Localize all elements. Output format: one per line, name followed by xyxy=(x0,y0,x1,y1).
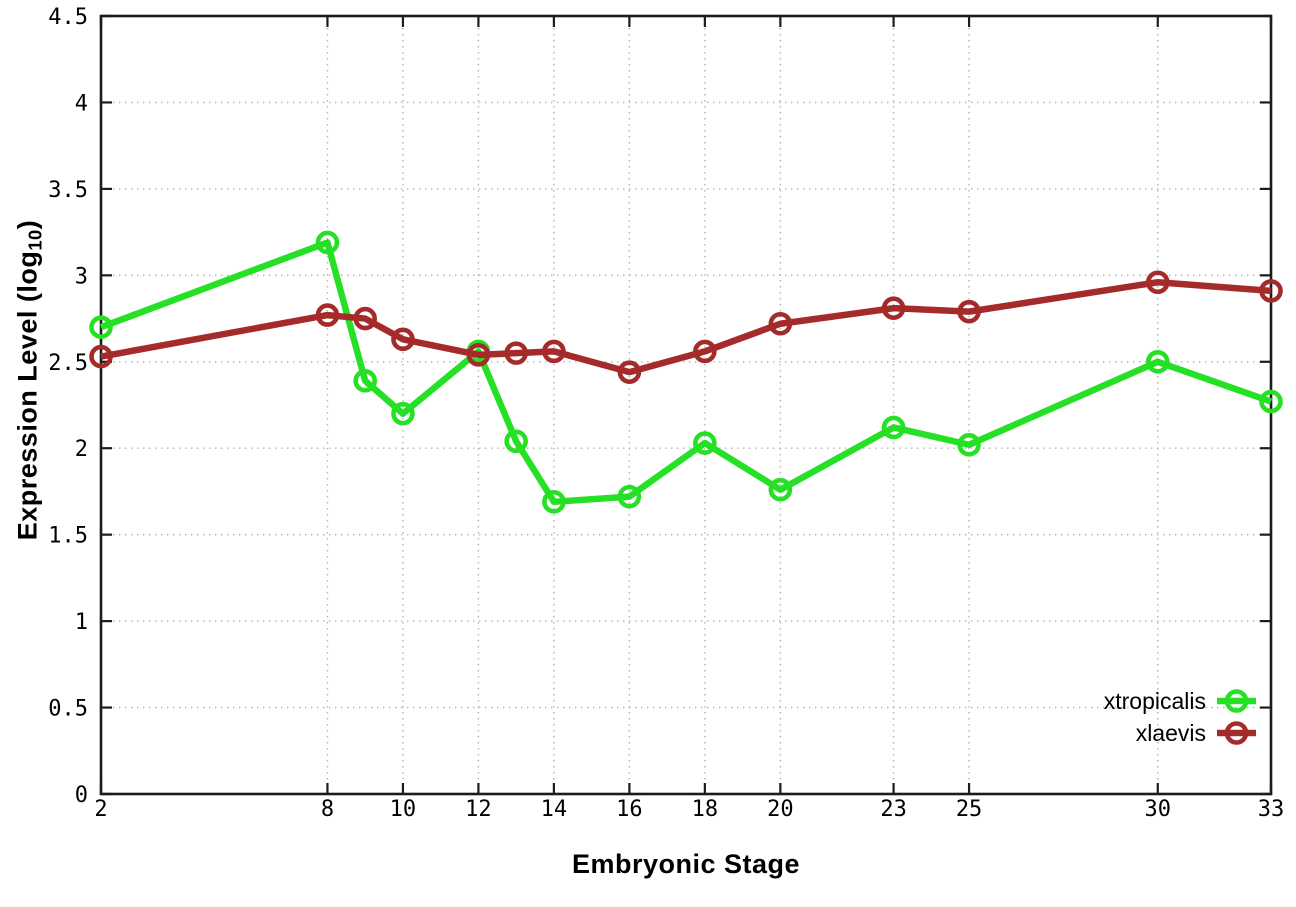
y-tick-label: 1.5 xyxy=(48,524,88,549)
legend-label-xtropicalis: xtropicalis xyxy=(1104,688,1206,714)
x-tick-label: 16 xyxy=(616,797,643,822)
y-tick-label: 0.5 xyxy=(48,697,88,722)
series-line-xlaevis xyxy=(100,278,1272,376)
data-point-xtropicalis xyxy=(693,431,717,455)
x-tick-label: 12 xyxy=(465,797,492,822)
data-point-xlaevis xyxy=(1145,270,1170,295)
data-point-xlaevis xyxy=(693,339,717,364)
data-point-xlaevis xyxy=(881,296,906,320)
data-point-xlaevis xyxy=(542,339,566,364)
data-point-xtropicalis xyxy=(1145,349,1170,374)
series-xtropicalis xyxy=(89,230,1283,514)
y-axis-title: Expression Level (log10) xyxy=(12,219,46,541)
x-tick-label: 2 xyxy=(94,797,107,822)
y-tick-label: 3 xyxy=(75,264,88,289)
tick-marks xyxy=(99,14,1273,796)
x-tick-label: 25 xyxy=(956,797,983,822)
y-tick-label: 1 xyxy=(75,610,88,635)
data-point-xtropicalis xyxy=(391,401,415,426)
data-point-xlaevis xyxy=(617,360,642,384)
y-axis-title-close: ) xyxy=(12,219,43,230)
y-tick-label: 0 xyxy=(75,783,88,808)
data-point-xlaevis xyxy=(353,306,377,331)
legend-label-xlaevis: xlaevis xyxy=(1136,720,1206,746)
x-tick-label: 8 xyxy=(321,797,334,822)
y-axis-title-subscript: 10 xyxy=(24,229,46,251)
y-tick-label: 2 xyxy=(75,437,88,462)
y-tick-label: 2.5 xyxy=(48,351,88,376)
data-point-xlaevis xyxy=(957,299,981,324)
legend-marker-xlaevis xyxy=(1224,721,1249,745)
y-tick-label: 3.5 xyxy=(48,178,88,203)
x-tick-label: 10 xyxy=(390,797,417,822)
data-point-xtropicalis xyxy=(353,368,377,393)
series-line-xtropicalis xyxy=(99,239,1273,506)
data-point-xtropicalis xyxy=(542,490,566,514)
data-point-xtropicalis xyxy=(89,315,113,340)
data-point-xtropicalis xyxy=(1259,389,1283,414)
y-axis-title-text: Expression Level (log xyxy=(12,250,43,541)
x-tick-label: 20 xyxy=(767,797,794,822)
data-point-xtropicalis xyxy=(881,415,906,440)
x-tick-label: 14 xyxy=(541,797,568,822)
data-point-xlaevis xyxy=(768,311,793,336)
data-point-xtropicalis xyxy=(768,477,793,502)
data-point-xtropicalis xyxy=(504,429,528,454)
x-tick-label: 30 xyxy=(1145,797,1172,822)
data-point-xtropicalis xyxy=(957,432,981,457)
y-tick-label: 4.5 xyxy=(48,5,88,30)
grid-lines xyxy=(101,16,1271,794)
data-point-xlaevis xyxy=(391,327,415,352)
data-point-xlaevis xyxy=(315,303,340,327)
x-tick-label: 18 xyxy=(692,797,719,822)
data-point-xlaevis xyxy=(89,344,113,369)
x-tick-label: 23 xyxy=(880,797,907,822)
plot-border xyxy=(99,14,1273,796)
x-tick-label: 33 xyxy=(1258,797,1285,822)
data-point-xtropicalis xyxy=(315,230,340,255)
data-point-xlaevis xyxy=(504,341,528,365)
x-axis-title: Embryonic Stage xyxy=(571,849,801,879)
legend-marker-xtropicalis xyxy=(1224,689,1249,713)
series-xlaevis xyxy=(89,270,1283,384)
y-tick-label: 4 xyxy=(75,91,88,116)
data-point-xtropicalis xyxy=(617,484,642,509)
data-point-xlaevis xyxy=(1259,279,1283,303)
legend: xtropicalis xlaevis xyxy=(1104,688,1256,746)
data-point-xlaevis xyxy=(466,343,491,367)
